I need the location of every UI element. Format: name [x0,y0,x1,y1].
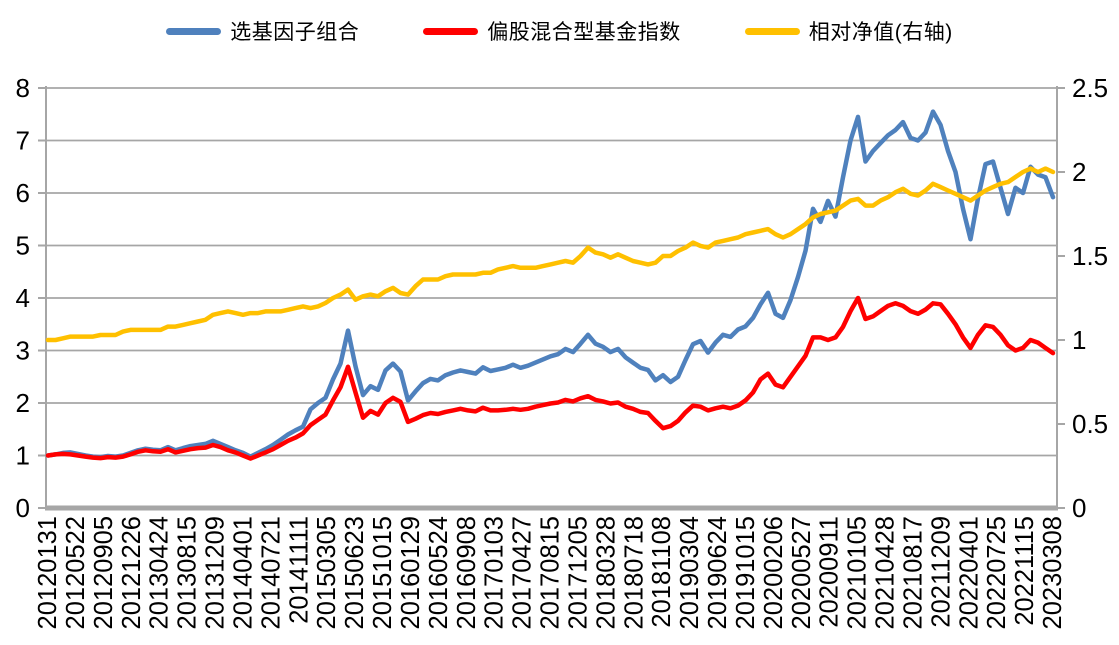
legend-label: 偏股混合型基金指数 [487,21,681,44]
x-axis-tick-label: 20130424 [146,516,174,629]
x-axis-tick-label: 20210105 [844,516,872,629]
x-axis-tick-label: 20181108 [648,516,676,628]
y-axis-left-tick-label: 8 [16,73,30,103]
y-axis-left-tick-label: 1 [16,441,30,471]
series-line-选基因子组合 [45,109,1056,460]
legend-item-fund-index: 偏股混合型基金指数 [423,16,681,46]
y-axis-left-tick-label: 6 [16,178,30,208]
y-axis-left-tick-label: 7 [16,126,30,156]
chart-legend: 选基因子组合 偏股混合型基金指数 相对净值(右轴) [0,16,1119,46]
y-axis-left-tick-label: 2 [16,388,30,418]
x-axis-tick-label: 20191015 [732,516,760,629]
series-lines [45,109,1056,461]
legend-item-portfolio: 选基因子组合 [166,16,359,46]
y-axis-left-tick-label: 3 [16,336,30,366]
x-axis-tick-label: 20140401 [229,516,257,629]
y-axis-right-tick-label: 2 [1072,157,1086,187]
x-axis-line [45,505,1058,511]
x-axis-tick-label: 20220401 [955,516,983,629]
x-axis-tick-label: 20230308 [1039,516,1067,629]
x-axis-tick-label: 20151015 [369,516,397,629]
x-axis-tick-label: 20200527 [788,516,816,629]
y-axis-left-tick-label: 4 [16,283,30,313]
x-axis-tick-label: 20160908 [453,516,481,629]
legend-line-swatch-red [423,27,479,35]
x-axis-tick-label: 20180718 [620,516,648,629]
x-axis-tick-label: 20170427 [509,516,537,629]
x-axis-tick-label: 20120905 [90,516,118,629]
axes [38,86,1065,511]
series-line-偏股混合型基金指数 [45,295,1056,461]
x-axis-tick-label: 20160524 [425,516,453,629]
x-axis-tick-label: 20170103 [481,516,509,629]
x-axis-tick-label: 20141111 [285,516,313,624]
x-axis-tick-label: 20190624 [704,516,732,629]
x-axis-tick-label: 20170815 [537,516,565,629]
x-axis-tick-label: 20200911 [816,516,844,628]
x-axis-tick-label: 20131209 [202,516,230,629]
x-axis-tick-label: 20200206 [760,516,788,629]
series-line-相对净值(右轴) [45,166,1056,343]
x-axis-tick-label: 20160129 [397,516,425,629]
x-axis-tick-label: 20150305 [313,516,341,629]
x-axis-tick-label: 20180328 [592,516,620,629]
x-axis-tick-label: 20210428 [872,516,900,629]
y-axis-left-tick-label: 0 [16,493,30,523]
x-axis-tick-label: 20130815 [174,516,202,629]
x-axis-tick-label: 20120131 [34,516,62,629]
legend-label: 选基因子组合 [230,21,360,44]
y-axis-right-tick-label: 1 [1072,325,1086,355]
y-axis-right-tick-label: 0 [1072,493,1086,523]
legend-line-swatch-yellow [744,27,800,35]
x-axis-tick-label: 20121226 [118,516,146,629]
x-axis-tick-label: 20210817 [899,516,927,629]
y-axis-left-tick-label: 5 [16,231,30,261]
x-axis-tick-label: 20140721 [257,516,285,629]
x-axis-tick-label: 20150623 [341,516,369,629]
gridlines [46,87,1057,457]
x-axis-tick-label: 20211209 [927,516,955,628]
x-axis-tick-label: 20190304 [676,516,704,629]
y-axis-right-tick-label: 2.5 [1072,73,1108,103]
y-axis-right-tick-label: 1.5 [1072,241,1108,271]
legend-line-swatch-blue [166,27,222,35]
x-axis-tick-label: 20221115 [1011,516,1039,626]
x-axis-tick-label: 20171205 [564,516,592,629]
legend-label: 相对净值(右轴) [808,21,953,44]
x-axis-tick-label: 20120522 [62,516,90,629]
legend-item-relative-nav: 相对净值(右轴) [744,16,953,46]
x-axis-tick-label: 20220725 [983,516,1011,629]
y-axis-right-tick-label: 0.5 [1072,409,1108,439]
